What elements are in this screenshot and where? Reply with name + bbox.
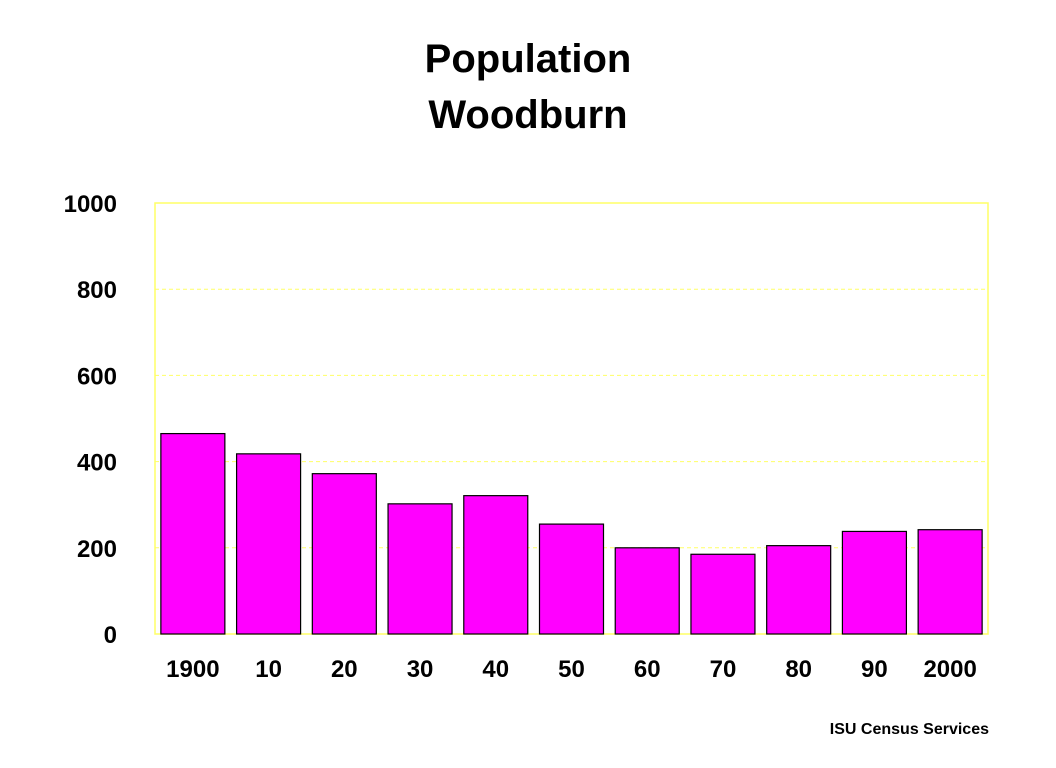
x-tick-label: 20	[331, 656, 358, 683]
y-tick-label: 0	[104, 622, 117, 649]
chart-title-line-1: Population	[424, 37, 632, 81]
x-tick-label: 40	[482, 656, 509, 683]
source-credit: ISU Census Services	[829, 721, 989, 738]
bar	[463, 495, 529, 635]
x-tick-label: 2000	[923, 656, 976, 683]
bar	[766, 545, 832, 635]
bar	[311, 473, 377, 635]
bar	[690, 553, 756, 635]
bar	[160, 432, 226, 635]
bar	[917, 529, 983, 635]
x-tick-label: 10	[255, 656, 282, 683]
x-tick-label: 30	[407, 656, 434, 683]
x-tick-label: 80	[785, 656, 812, 683]
bar	[235, 453, 302, 635]
bar	[387, 503, 453, 635]
bar	[841, 530, 908, 635]
bar	[614, 547, 680, 635]
y-tick-label: 1000	[64, 191, 117, 218]
y-tick-label: 600	[77, 363, 117, 390]
x-tick-label: 60	[634, 656, 661, 683]
x-tick-label: 90	[861, 656, 888, 683]
y-tick-label: 200	[77, 536, 117, 563]
y-tick-label: 800	[77, 277, 117, 304]
x-tick-label: 50	[558, 656, 585, 683]
y-tick-label: 400	[77, 450, 117, 477]
bar	[538, 523, 605, 635]
chart-title-line-2: Woodburn	[428, 93, 628, 137]
x-tick-label: 1900	[166, 656, 219, 683]
x-tick-label: 70	[710, 656, 737, 683]
